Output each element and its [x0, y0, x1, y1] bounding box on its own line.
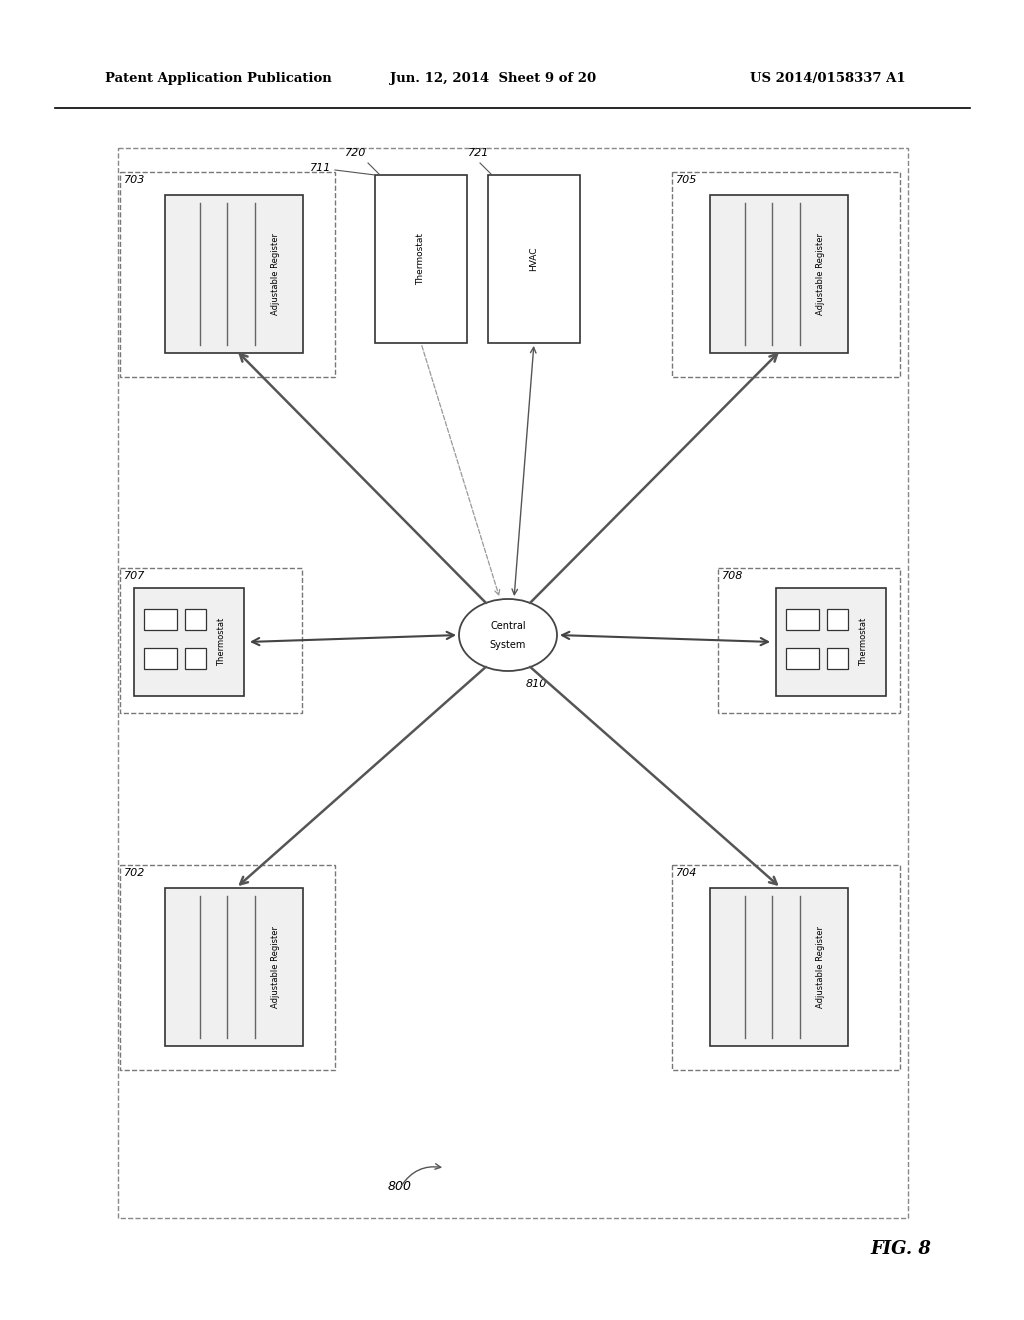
Bar	[134, 587, 244, 696]
Ellipse shape	[459, 599, 557, 671]
Bar	[488, 176, 580, 343]
Bar	[375, 176, 467, 343]
Text: 721: 721	[468, 148, 489, 158]
Text: Adjustable Register: Adjustable Register	[816, 234, 825, 315]
Text: 703: 703	[124, 176, 145, 185]
Text: Thermostat: Thermostat	[217, 618, 226, 667]
Text: FIG. 8: FIG. 8	[870, 1239, 931, 1258]
Text: Adjustable Register: Adjustable Register	[816, 927, 825, 1008]
Text: 705: 705	[676, 176, 697, 185]
Text: 720: 720	[345, 148, 367, 158]
Bar	[672, 172, 900, 378]
Bar	[672, 865, 900, 1071]
Text: Central: Central	[490, 620, 525, 631]
Bar	[144, 609, 177, 630]
Bar	[144, 648, 177, 669]
Text: Patent Application Publication: Patent Application Publication	[105, 73, 332, 84]
Text: Thermostat: Thermostat	[417, 234, 426, 285]
Bar	[710, 195, 848, 352]
Text: Thermostat: Thermostat	[859, 618, 868, 667]
Text: Adjustable Register: Adjustable Register	[271, 927, 280, 1008]
Text: 711: 711	[310, 162, 332, 173]
Bar	[718, 568, 900, 713]
Bar	[120, 172, 335, 378]
Text: 708: 708	[722, 572, 743, 581]
Text: Adjustable Register: Adjustable Register	[271, 234, 280, 315]
Text: 800: 800	[388, 1180, 412, 1193]
Bar	[827, 609, 848, 630]
Text: 707: 707	[124, 572, 145, 581]
Text: Jun. 12, 2014  Sheet 9 of 20: Jun. 12, 2014 Sheet 9 of 20	[390, 73, 596, 84]
Bar	[786, 648, 819, 669]
Text: 702: 702	[124, 869, 145, 878]
Text: 704: 704	[676, 869, 697, 878]
Bar	[185, 609, 206, 630]
Text: HVAC: HVAC	[529, 247, 539, 271]
Text: System: System	[489, 640, 526, 649]
Bar	[185, 648, 206, 669]
Bar	[118, 148, 908, 1218]
Text: 810: 810	[526, 678, 548, 689]
Bar	[776, 587, 886, 696]
Bar	[165, 195, 303, 352]
Bar	[827, 648, 848, 669]
Bar	[710, 888, 848, 1045]
Bar	[120, 865, 335, 1071]
Text: US 2014/0158337 A1: US 2014/0158337 A1	[750, 73, 905, 84]
Bar	[165, 888, 303, 1045]
Bar	[786, 609, 819, 630]
Bar	[120, 568, 302, 713]
